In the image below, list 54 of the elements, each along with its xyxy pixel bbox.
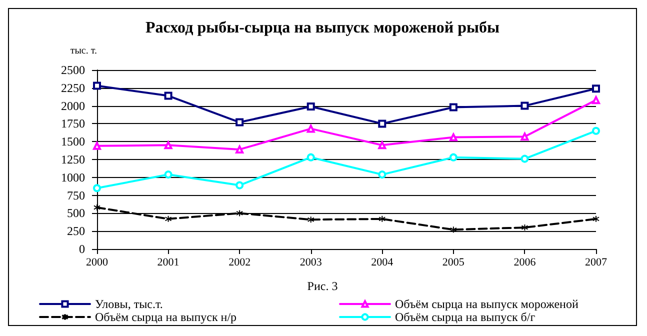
y-tick-label: 0 — [79, 242, 85, 256]
x-tick-label: 2006 — [514, 256, 536, 268]
point — [94, 204, 100, 211]
y-tick-label: 1500 — [61, 134, 85, 149]
y-tick-label: 2500 — [61, 63, 85, 77]
x-tick-label: 2004 — [371, 256, 394, 268]
point — [164, 215, 172, 222]
point — [306, 124, 315, 133]
x-tick-label: 2005 — [442, 256, 465, 268]
text: Рис. 3 — [307, 279, 338, 293]
point — [449, 133, 458, 142]
point — [236, 145, 244, 154]
legend-label: Уловы, тыс.т. — [95, 297, 163, 311]
y-tick-label: 500 — [67, 206, 85, 220]
point — [378, 170, 386, 179]
y-tick-label: 250 — [67, 224, 85, 238]
x-tick-label: 2001 — [157, 256, 180, 268]
legend-label: Объём сырца на выпуск б/г — [395, 310, 536, 324]
y-tick-label: 750 — [67, 188, 85, 202]
point — [592, 96, 600, 104]
point — [236, 210, 244, 217]
point — [592, 84, 600, 93]
legend-label: Объём сырца на выпуск мороженой — [395, 297, 579, 311]
point — [592, 126, 600, 135]
point — [449, 153, 458, 162]
x-tick-label: 2000 — [86, 256, 108, 268]
point — [378, 120, 386, 128]
point — [306, 153, 315, 162]
point — [164, 92, 172, 100]
point — [307, 216, 314, 224]
point — [236, 118, 244, 126]
point — [449, 103, 458, 112]
x-tick-label: 2007 — [585, 256, 608, 268]
legend-label: Объём сырца на выпуск н/р — [95, 310, 237, 324]
y-tick-label: 2250 — [61, 80, 85, 95]
point — [306, 102, 315, 111]
chart-title: Расход рыбы-сырца на выпуск мороженой рыбы — [145, 20, 500, 36]
point — [520, 102, 529, 110]
x-tick-label: 2003 — [300, 256, 322, 268]
y-tick-label: 1000 — [61, 170, 85, 184]
point — [378, 215, 386, 222]
point — [520, 154, 529, 163]
point — [164, 170, 172, 179]
x-tick-label: 2002 — [228, 256, 251, 268]
y-axis-title: тыс. т. — [70, 46, 97, 56]
y-tick-label: 1750 — [61, 116, 85, 131]
point — [236, 181, 244, 190]
point — [521, 224, 528, 232]
y-tick-label: 1250 — [61, 152, 85, 166]
point — [450, 226, 457, 234]
point — [93, 184, 101, 192]
point — [164, 141, 172, 150]
point — [378, 141, 386, 150]
y-tick-label: 2000 — [61, 98, 85, 113]
